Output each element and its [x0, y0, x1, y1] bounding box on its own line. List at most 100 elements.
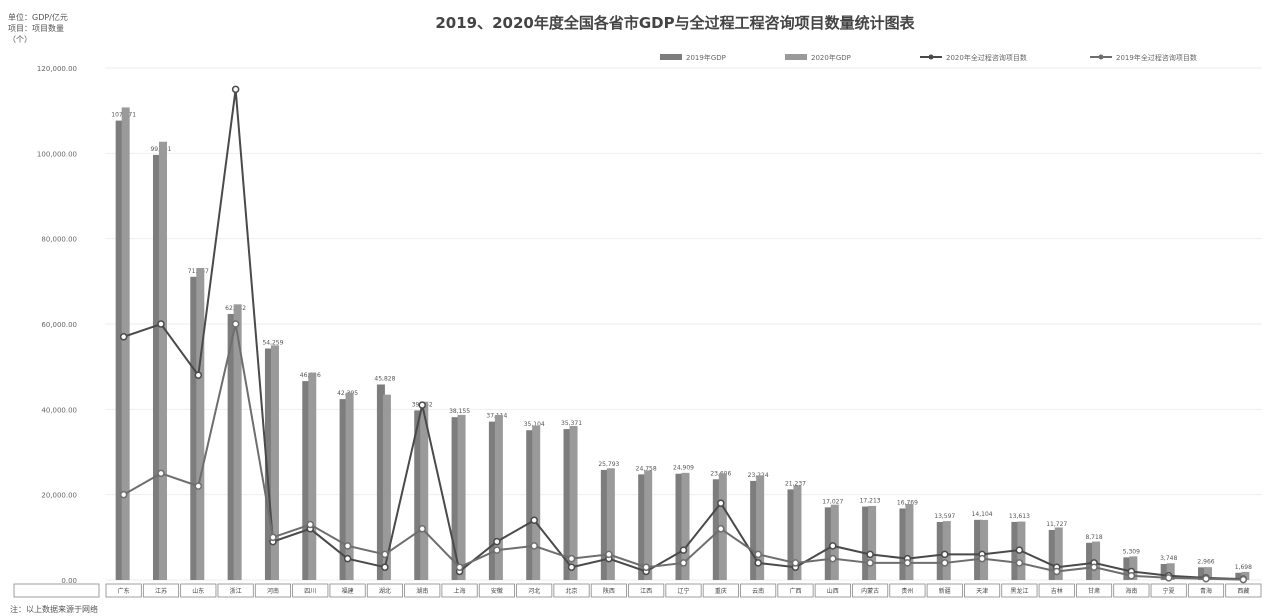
legend: 2019年GDP 2020年GDP 2020年全过程咨询项目数 2019年全过程咨询项… [660, 53, 1197, 62]
bar-data-label: 8,718 [1085, 534, 1102, 541]
y-tick-labels: 0.00 20,000.00 40,000.00 60,000.00 80,000.00… [37, 65, 77, 585]
line-point [866, 559, 874, 567]
category-label: 山西 [827, 587, 839, 595]
bar [526, 430, 535, 580]
bar [414, 410, 423, 580]
category-label: 福建 [342, 587, 354, 595]
legend-label: 2019年GDP [686, 53, 726, 62]
bar [152, 154, 161, 581]
line-point [231, 320, 240, 328]
line-point [941, 550, 949, 559]
line-point [343, 542, 352, 550]
bar-data-label: 38,155 [449, 408, 470, 415]
bar [1160, 564, 1169, 580]
category-label: 广西 [789, 587, 801, 595]
category-label: 天津 [976, 588, 988, 595]
line-point [418, 401, 426, 409]
category-cell [814, 583, 851, 598]
bar [121, 107, 130, 580]
line-point [269, 533, 277, 542]
bar [1198, 567, 1207, 580]
bar-data-label: 13,597 [934, 513, 955, 520]
line-point [1164, 574, 1173, 582]
bar [308, 372, 317, 580]
category-label: 四川 [304, 588, 316, 595]
line-point [493, 546, 501, 554]
bar-data-label: 24,758 [636, 465, 657, 472]
line-point [717, 499, 725, 507]
bar-data-label: 17,027 [822, 498, 843, 505]
category-label: 吉林 [1051, 587, 1063, 595]
bar [1204, 567, 1213, 580]
category-label: 上海 [454, 587, 466, 595]
bar [862, 506, 871, 580]
line-group [119, 85, 1248, 584]
category-label: 河北 [528, 587, 540, 595]
bar [1048, 529, 1057, 580]
line-point [1202, 574, 1210, 583]
category-cell [590, 583, 627, 598]
legend-swatch [660, 54, 682, 60]
line-point [679, 546, 688, 554]
bar [830, 504, 839, 580]
bar [600, 469, 609, 580]
bar [420, 401, 429, 580]
line-point [567, 563, 576, 571]
bar [451, 417, 460, 580]
bar [899, 508, 908, 580]
line-point [1052, 567, 1061, 576]
bar [824, 507, 833, 580]
bar [1166, 563, 1175, 580]
bar [1241, 571, 1250, 580]
category-label: 河南 [267, 587, 279, 595]
bar [233, 304, 242, 580]
footnote: 注：以上数据来源于网络 [10, 604, 98, 614]
bar [457, 414, 466, 580]
line-point [418, 525, 426, 533]
line-point [754, 559, 762, 567]
bar [712, 479, 721, 580]
bar [158, 141, 167, 580]
line-point [231, 85, 240, 94]
bar [1054, 527, 1063, 580]
bar [115, 120, 124, 581]
y-axis-label: （个） [8, 35, 32, 44]
category-cell [292, 583, 329, 598]
bar [488, 421, 497, 580]
bar [980, 519, 989, 580]
category-label: 甘肃 [1088, 587, 1100, 595]
category-cell [254, 583, 292, 598]
bar [302, 381, 311, 580]
category-cell [889, 583, 926, 598]
category-cell [1187, 583, 1225, 598]
y-tick-label: 60,000.00 [41, 321, 77, 329]
bar-data-label: 45,828 [374, 375, 395, 382]
bar [681, 472, 690, 580]
bar [756, 475, 765, 580]
bar [569, 425, 578, 580]
line-point [119, 333, 128, 341]
y-tick-label: 100,000.00 [37, 150, 77, 158]
bar [1235, 572, 1244, 580]
category-label: 重庆 [715, 587, 727, 595]
line-point [1239, 575, 1248, 584]
bar [905, 503, 914, 580]
bar-data-label: 24,909 [673, 465, 694, 472]
bar-group: 107,67199,63171,06762,35254,25946,61642,… [111, 107, 1252, 581]
bar [270, 345, 279, 580]
bar-data-label: 1,698 [1235, 564, 1252, 571]
bar [563, 429, 572, 580]
category-cell [1001, 583, 1038, 598]
y-tick-label: 40,000.00 [41, 406, 77, 414]
bar [787, 489, 796, 580]
bar-data-label: 3,748 [1160, 555, 1177, 562]
line-point [829, 542, 837, 550]
category-cell [926, 583, 963, 598]
category-cell [1113, 583, 1150, 598]
bar [1129, 556, 1138, 580]
category-label: 江苏 [155, 587, 167, 595]
category-cell [441, 583, 478, 598]
category-label: 宁夏 [1163, 587, 1175, 595]
bar [936, 521, 945, 580]
line-point [381, 550, 389, 559]
